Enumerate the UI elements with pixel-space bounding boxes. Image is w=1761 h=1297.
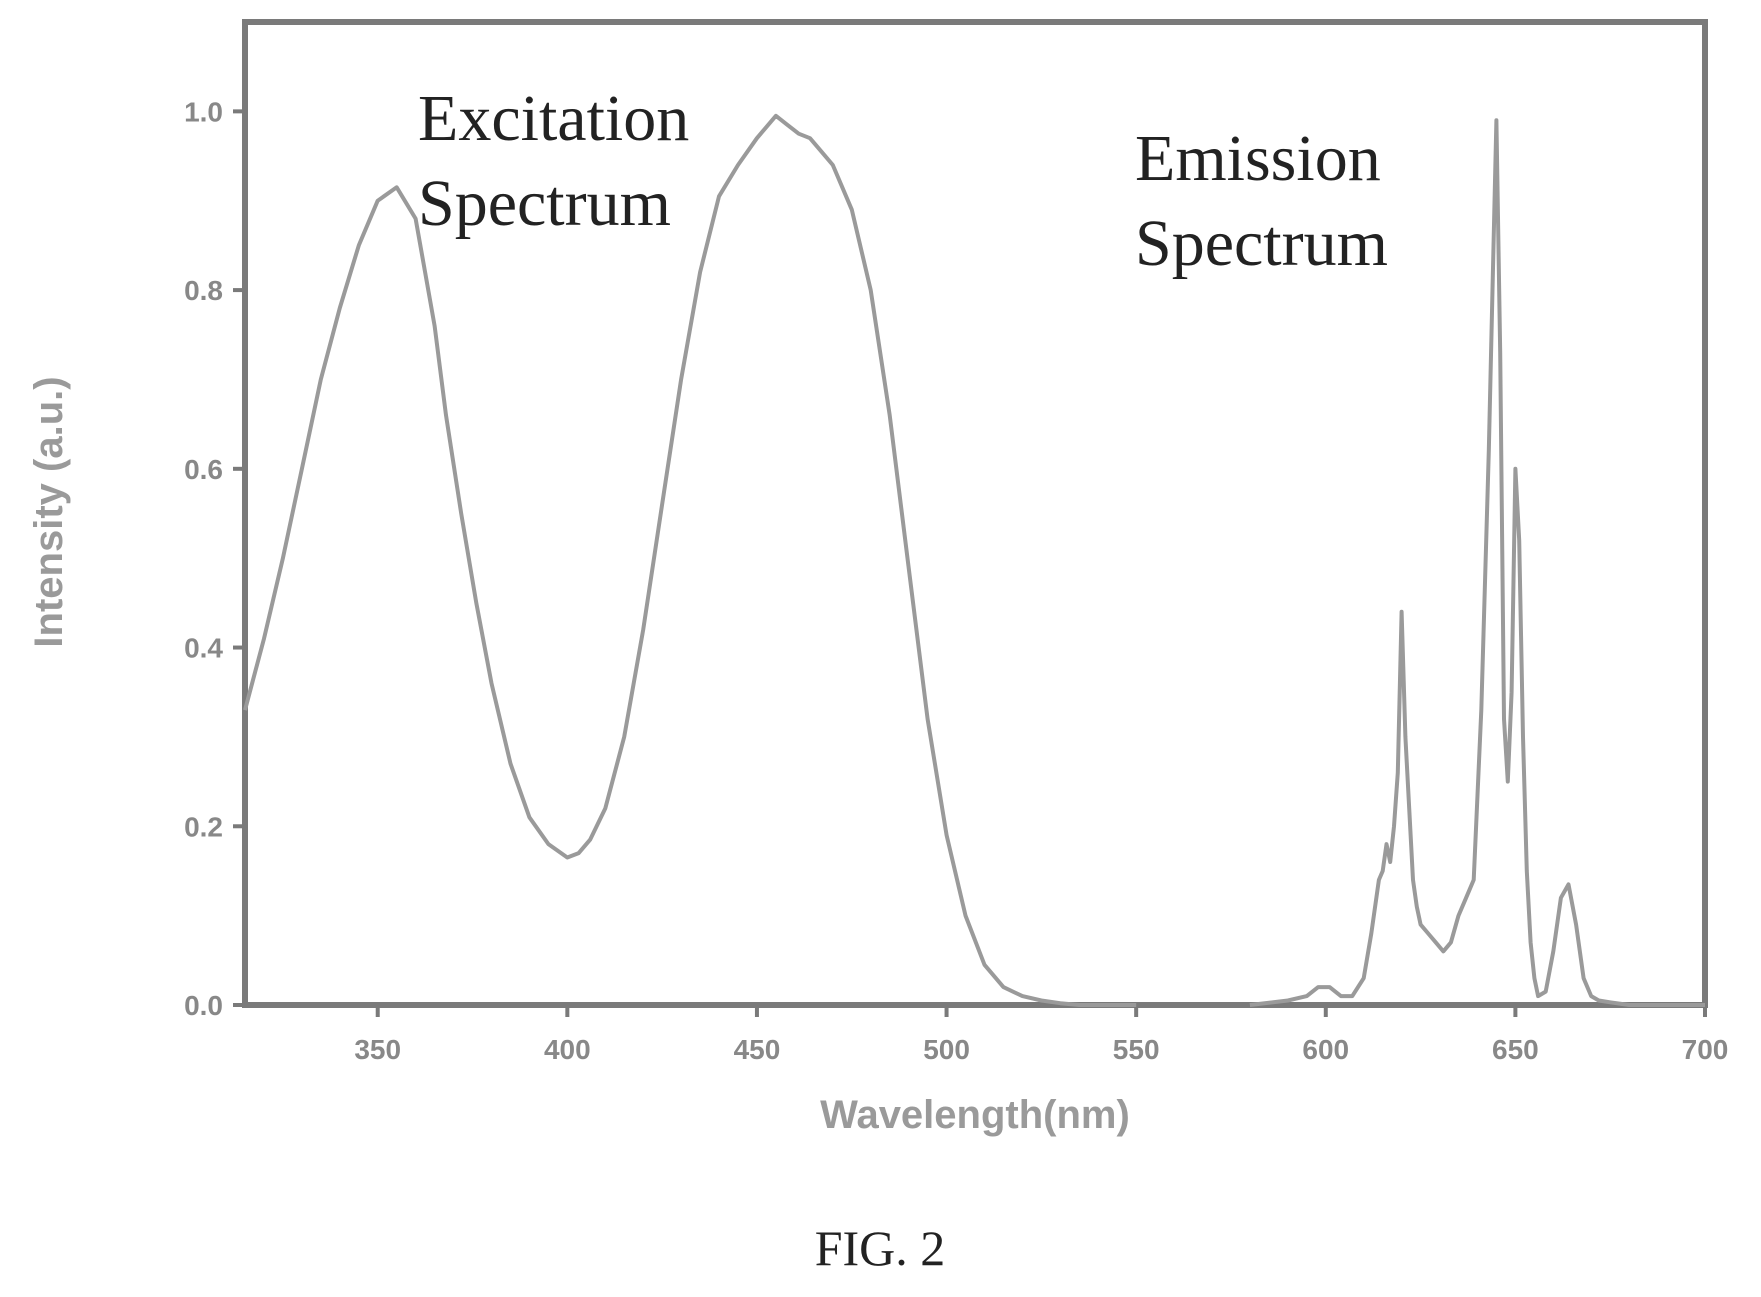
x-tick-label: 500 [923,1034,970,1065]
y-tick-label: 0.0 [184,990,223,1021]
excitation-annotation-line1: Excitation [418,82,689,155]
y-tick-label: 0.8 [184,275,223,306]
excitation-annotation-line2: Spectrum [418,167,671,240]
y-tick-label: 1.0 [184,96,223,127]
x-tick-label: 350 [354,1034,401,1065]
figure-caption: FIG. 2 [815,1220,946,1276]
emission-annotation-line1: Emission [1135,122,1381,195]
x-tick-label: 400 [544,1034,591,1065]
excitation-spectrum-line [243,113,1137,1007]
x-axis-ticks: 350 400 450 500 550 600 650 700 [354,1005,1728,1065]
x-axis-label: Wavelength(nm) [820,1093,1130,1137]
x-tick-label: 700 [1682,1034,1729,1065]
y-axis-label: Intensity (a.u.) [27,376,71,647]
emission-annotation-line2: Spectrum [1135,207,1388,280]
y-tick-label: 0.6 [184,454,223,485]
y-tick-label: 0.4 [184,633,223,664]
y-axis-ticks: 0.0 0.2 0.4 0.6 0.8 1.0 [184,96,245,1021]
emission-spectrum-line [1249,118,1705,1007]
plot-frame [242,19,1708,1008]
x-tick-label: 650 [1492,1034,1539,1065]
x-tick-label: 450 [734,1034,781,1065]
x-tick-label: 550 [1113,1034,1160,1065]
x-tick-label: 600 [1302,1034,1349,1065]
y-tick-label: 0.2 [184,811,223,842]
